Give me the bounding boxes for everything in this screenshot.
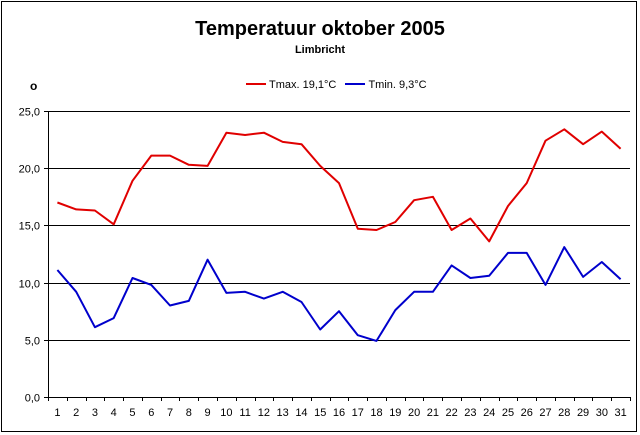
x-tick-label: 27 bbox=[539, 407, 551, 419]
y-tick-label: 15,0 bbox=[19, 221, 40, 233]
y-tick-label: 0,0 bbox=[25, 393, 40, 405]
legend: Tmax. 19,1°C Tmin. 9,3°C bbox=[246, 79, 433, 93]
x-tick-label: 29 bbox=[577, 407, 589, 419]
x-tick-label: 25 bbox=[502, 407, 514, 419]
x-tick-label: 18 bbox=[370, 407, 382, 419]
x-tick-label: 12 bbox=[258, 407, 270, 419]
legend-label-tmax: Tmax. 19,1°C bbox=[269, 79, 337, 91]
x-tick-label: 15 bbox=[314, 407, 326, 419]
x-tick-label: 8 bbox=[186, 407, 192, 419]
chart-title: Temperatuur oktober 2005 bbox=[195, 18, 445, 40]
x-tick-label: 23 bbox=[464, 407, 476, 419]
x-tick-label: 2 bbox=[73, 407, 79, 419]
x-tick-label: 9 bbox=[205, 407, 211, 419]
legend-swatch-tmin bbox=[345, 83, 366, 86]
y-tick-label: 20,0 bbox=[19, 164, 40, 176]
x-tick-label: 19 bbox=[389, 407, 401, 419]
series-line-tmin bbox=[56, 246, 622, 342]
x-tick-label: 26 bbox=[521, 407, 533, 419]
x-tick-label: 1 bbox=[54, 407, 60, 419]
x-tick-label: 31 bbox=[614, 407, 626, 419]
legend-swatch-tmax bbox=[246, 83, 266, 86]
x-tick-label: 30 bbox=[596, 407, 608, 419]
legend-entry-tmax: Tmax. 19,1°C bbox=[246, 79, 336, 91]
x-tick-label: 3 bbox=[92, 407, 98, 419]
y-tick-label: 25,0 bbox=[19, 107, 40, 119]
x-tick-label: 14 bbox=[295, 407, 307, 419]
x-tick-label: 13 bbox=[277, 407, 289, 419]
x-tick-label: 11 bbox=[239, 407, 250, 419]
x-tick-label: 20 bbox=[408, 407, 420, 419]
x-tick-label: 6 bbox=[148, 407, 154, 419]
x-tick-label: 4 bbox=[111, 407, 117, 419]
series-line-tmax bbox=[57, 128, 622, 243]
y-tick-label: 5,0 bbox=[25, 336, 40, 348]
x-tick-label: 17 bbox=[352, 407, 364, 419]
chart-subtitle: Limbricht bbox=[294, 44, 346, 56]
legend-label-tmin: Tmin. 9,3°C bbox=[368, 79, 427, 91]
x-tick-label: 7 bbox=[167, 407, 173, 419]
x-tick-label: 22 bbox=[446, 407, 458, 419]
x-tick-label: 10 bbox=[220, 407, 232, 419]
x-tick-label: 28 bbox=[558, 407, 570, 419]
degree-symbol: o bbox=[30, 79, 38, 93]
x-tick-label: 21 bbox=[427, 407, 439, 419]
x-tick-label: 5 bbox=[129, 407, 135, 419]
x-tick-label: 16 bbox=[333, 407, 345, 419]
x-tick-label: 24 bbox=[483, 407, 495, 419]
legend-entry-tmin: Tmin. 9,3°C bbox=[345, 79, 427, 91]
y-tick-label: 10,0 bbox=[19, 279, 40, 291]
